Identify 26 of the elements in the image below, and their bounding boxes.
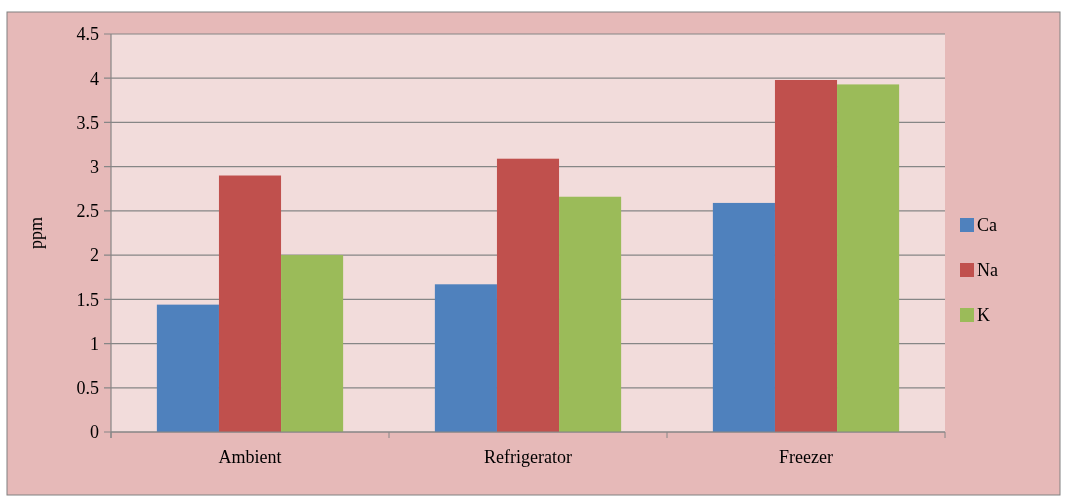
bar <box>837 84 900 432</box>
legend-label: K <box>977 305 990 326</box>
y-tick-label: 0 <box>90 422 99 443</box>
y-tick-label: 3.5 <box>76 112 99 133</box>
y-tick-label: 1 <box>90 333 99 354</box>
x-tick-label: Refrigerator <box>484 447 572 467</box>
legend-label: Ca <box>977 215 998 236</box>
y-tick-label: 2 <box>90 245 99 266</box>
y-axis-title: ppm <box>26 216 46 250</box>
bar <box>712 202 775 432</box>
legend-label: Na <box>977 260 998 281</box>
bar <box>281 255 344 432</box>
y-tick-label: 3 <box>90 156 99 177</box>
bar <box>496 158 560 432</box>
bar <box>156 304 219 432</box>
bar <box>559 196 622 432</box>
x-tick-label: Freezer <box>779 447 833 467</box>
bar <box>434 284 497 432</box>
y-tick-label: 0.5 <box>76 378 99 399</box>
y-tick-label: 4 <box>90 68 99 89</box>
y-tick-label: 1.5 <box>76 289 99 310</box>
bar <box>774 79 838 432</box>
y-tick-label: 2.5 <box>76 201 99 222</box>
y-tick-label: 4.5 <box>76 24 99 45</box>
bar <box>218 175 282 432</box>
x-tick-label: Ambient <box>218 447 282 467</box>
